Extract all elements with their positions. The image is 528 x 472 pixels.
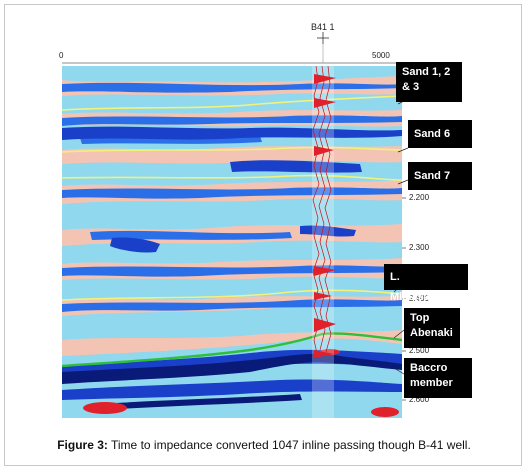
label-sand-7-line1: Sand 7 (414, 170, 451, 182)
label-sand-7: Sand 7 (408, 162, 472, 190)
label-sand-1-2-3-line2: & 3 (402, 81, 420, 93)
figure-caption: Figure 3: Time to impedance converted 10… (0, 438, 528, 452)
label-l-missisauga-line1: L. Missisauga (390, 271, 450, 303)
axis-start-label: 0 (59, 51, 64, 60)
well-name: B41 1 (311, 22, 335, 32)
time-tick-2400: 2.400 (409, 294, 430, 303)
label-top-abenaki-line2: Abenaki (410, 327, 453, 339)
well-crosshair-icon (317, 32, 329, 44)
label-sand-1-2-3-line1: Sand 1, 2 (402, 66, 451, 78)
caption-prefix: Figure 3: (57, 438, 108, 452)
label-sand-6-line1: Sand 6 (414, 128, 451, 140)
time-tick-2200: 2.200 (409, 193, 430, 202)
seismic-panel (62, 66, 402, 418)
axis-end-label: 5000 (372, 51, 390, 60)
time-tick-2500: 2.500 (409, 346, 430, 355)
label-top-abenaki: Top Abenaki (404, 308, 460, 348)
well-log (312, 66, 336, 418)
red-bodies (83, 349, 399, 417)
yellow-horizons (62, 95, 402, 301)
label-baccro-member-line1: Baccro (410, 362, 448, 374)
time-tick-2600: 2.600 (409, 395, 430, 404)
time-ticks (402, 197, 406, 401)
label-sand-1-2-3: Sand 1, 2 & 3 (396, 62, 462, 102)
green-horizon (62, 332, 402, 368)
label-baccro-member: Baccro member (404, 358, 472, 398)
label-l-missisauga: L. Missisauga (384, 264, 468, 303)
navy-horizons (62, 353, 402, 410)
caption-text: Time to impedance converted 1047 inline … (107, 438, 471, 452)
label-sand-6: Sand 6 (408, 120, 472, 148)
label-top-abenaki-line1: Top (410, 312, 430, 324)
label-baccro-member-line2: member (410, 377, 453, 389)
time-tick-2300: 2.300 (409, 243, 430, 252)
